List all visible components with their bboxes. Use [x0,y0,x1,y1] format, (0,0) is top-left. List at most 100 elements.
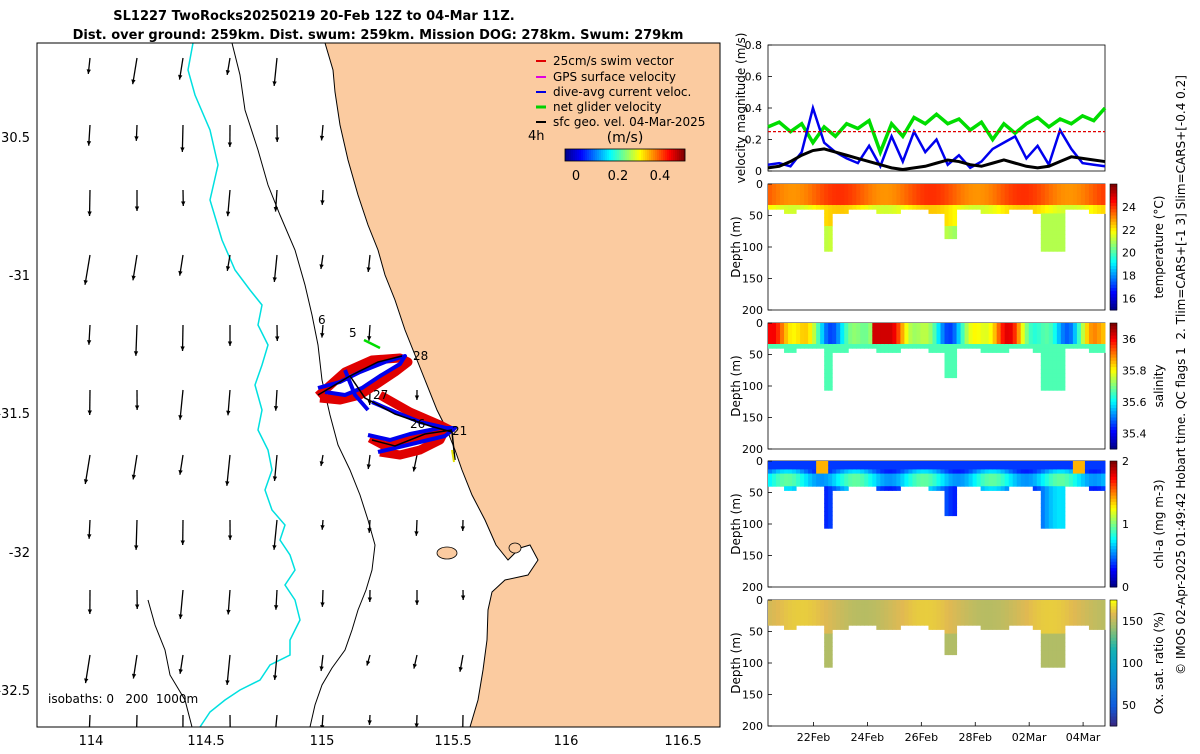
section-cell [945,327,950,332]
section-cell [848,604,853,609]
section-cell [880,469,885,474]
colorbar-cell [1110,304,1117,308]
section-cell [965,327,970,332]
section-cell [840,340,845,345]
section-cell [1001,205,1006,210]
section-cell [1065,327,1070,332]
section-cell [924,331,929,336]
section-cell [872,197,877,202]
section-cell [1017,604,1022,609]
section-cell [836,205,841,210]
section-cell [904,327,909,332]
section-cell [832,209,837,214]
section-cell [792,469,797,474]
section-cell [945,621,950,626]
colorbar-cell [653,149,655,161]
section-cell [1085,184,1090,189]
section-cell [796,344,801,349]
section-cell [812,474,817,479]
section-cell [828,608,833,613]
section-cell [828,490,833,495]
section-cell [908,621,913,626]
section-cell [848,461,853,466]
section-cell [1045,461,1050,466]
section-cell [989,625,994,630]
colorbar-cell [1110,216,1117,220]
waypoint-label: 26 [410,417,425,431]
section-x-tick-label: 04Mar [1066,731,1101,744]
section-cell [957,331,962,336]
section-cell [920,201,925,206]
section-cell [953,226,958,231]
section-cell [961,478,966,483]
colorbar-cell [1110,676,1117,680]
map-y-tick-label: -31.5 [0,407,30,422]
section-cell [973,465,978,470]
section-cell [1057,336,1062,341]
section-cell [824,369,829,374]
section-cell [808,205,813,210]
section-cell [1045,205,1050,210]
section-cell [969,184,974,189]
section-cell [812,197,817,202]
section-cell [900,608,905,613]
section-cell [852,474,857,479]
section-cell [788,461,793,466]
section-cell [824,192,829,197]
section-cell [1029,617,1034,622]
section-cell [784,617,789,622]
section-cell [1053,524,1058,529]
section-cell [784,478,789,483]
section-cell [872,617,877,622]
section-cell [977,478,982,483]
section-cell [1057,378,1062,383]
section-cell [1045,478,1050,483]
section-cell [844,604,849,609]
section-cell [1077,478,1082,483]
section-cell [941,621,946,626]
section-cell [856,192,861,197]
section-cell [1097,482,1102,487]
section-cell [1017,621,1022,626]
section-cell [884,205,889,210]
section-cell [920,344,925,349]
section-cell [1053,230,1058,235]
section-cell [884,348,889,353]
section-cell [981,461,986,466]
section-cell [832,474,837,479]
section-cell [1077,184,1082,189]
section-cell [904,621,909,626]
colorbar-tick-label: 16 [1122,293,1136,306]
section-cell [888,197,893,202]
section-cell [792,613,797,618]
section-cell [920,336,925,341]
colorbar-cell [1110,720,1117,724]
section-cell [985,327,990,332]
section-cell [860,188,865,193]
section-cell [860,197,865,202]
section-cell [768,613,773,618]
section-cell [1001,461,1006,466]
section-cell [824,205,829,210]
section-cell [1081,478,1086,483]
section-cell [872,323,877,328]
section-cell [840,209,845,214]
map-x-axis: 114 114.5 115 115.5 116 116.5 [79,734,702,749]
section-cell [1073,478,1078,483]
section-cell [945,469,950,474]
section-cell [1097,625,1102,630]
section-cell [941,201,946,206]
section-cell [969,482,974,487]
colorbar-tick-label: 2 [1122,455,1129,468]
section-cell [1013,600,1018,605]
section-cell [820,469,825,474]
section-cell [920,465,925,470]
section-cell [945,499,950,504]
section-cell [880,201,885,206]
section-cell [916,201,921,206]
section-cell [916,327,921,332]
section-cell [1041,378,1046,383]
section-cell [772,197,777,202]
section-cell [804,621,809,626]
section-cell [888,344,893,349]
